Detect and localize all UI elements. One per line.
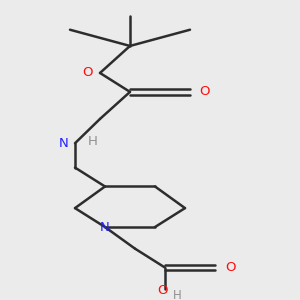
Text: O: O xyxy=(200,85,210,98)
Text: O: O xyxy=(82,67,93,80)
Text: N: N xyxy=(100,220,110,233)
Text: H: H xyxy=(88,135,98,148)
Text: H: H xyxy=(173,290,182,300)
Text: N: N xyxy=(59,137,69,150)
Text: O: O xyxy=(225,261,235,274)
Text: O: O xyxy=(157,284,168,297)
